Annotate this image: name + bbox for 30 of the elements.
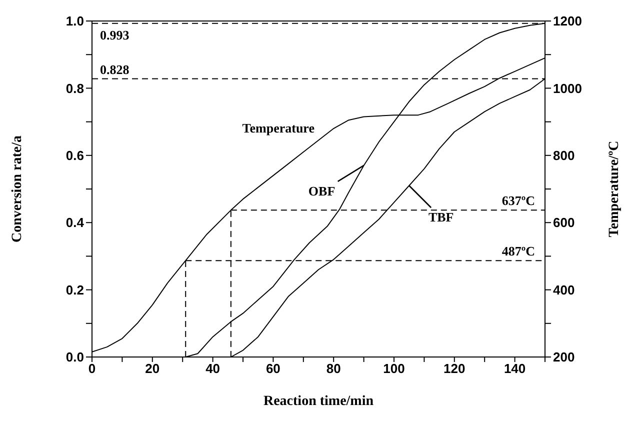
y-tick-label: 0.2: [66, 282, 84, 298]
x-tick-label: 20: [145, 361, 160, 376]
y-tick-label: 0.0: [66, 350, 84, 365]
y-tick-label: 0.4: [66, 215, 85, 230]
ref-line-label: 0.828: [100, 62, 130, 77]
x-tick-label: 60: [266, 361, 280, 376]
x-tick-label: 140: [504, 361, 526, 376]
y-tick-label: 1.0: [66, 14, 84, 29]
ref-line-label: 637ºC: [502, 193, 535, 208]
x-tick-label: 120: [444, 361, 466, 376]
y-axis-title: Conversion rate/a: [10, 136, 25, 242]
ref-line-label: 487ºC: [502, 244, 535, 259]
x-tick-label: 40: [206, 361, 220, 376]
y2-tick-label: 800: [553, 148, 575, 164]
y2-tick-label: 400: [553, 282, 575, 298]
x-tick-label: 0: [88, 361, 96, 376]
series-label: OBF: [308, 183, 336, 198]
x-tick-label: 100: [383, 361, 405, 376]
x-axis-title: Reaction time/min: [263, 394, 374, 409]
y-tick-label: 0.6: [66, 148, 84, 164]
y2-tick-label: 1000: [553, 80, 582, 96]
y2-axis-title: Temperature/ºC: [606, 140, 622, 238]
y2-tick-label: 1200: [553, 14, 582, 29]
series-label: Temperature: [242, 120, 315, 136]
ref-line-label: 0.993: [100, 27, 130, 42]
legend-label: TBF: [428, 210, 454, 225]
y-tick-label: 0.8: [66, 80, 84, 96]
y2-tick-label: 200: [553, 350, 575, 365]
y2-tick-label: 600: [553, 215, 575, 230]
x-tick-label: 80: [326, 361, 341, 376]
